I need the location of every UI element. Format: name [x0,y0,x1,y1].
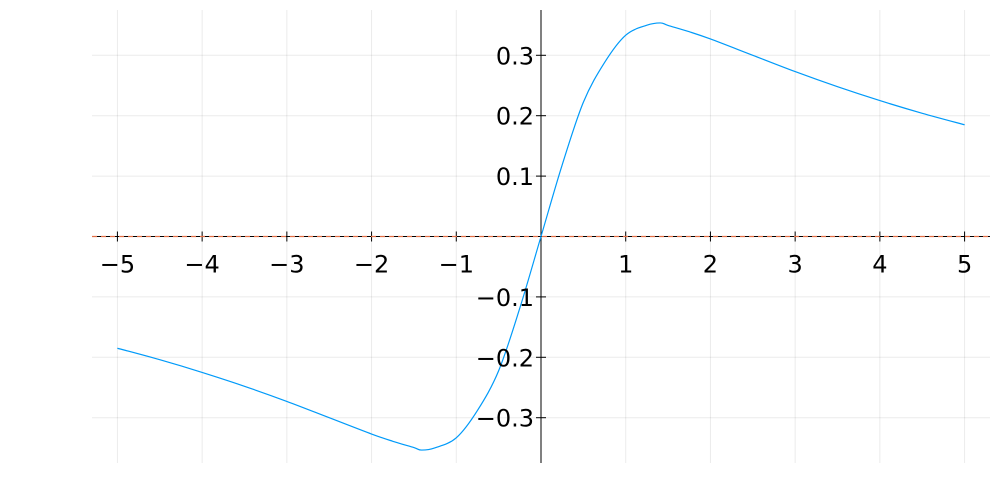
x-tick-label: −2 [354,251,389,279]
tick-labels: −5 −4 −3 −2 −1 1 2 3 4 5 0.3 0.2 0.1 −0.1 −0.2 −0.3 [100,42,973,432]
x-tick-label: −1 [439,251,474,279]
x-tick-label: −3 [269,251,304,279]
y-tick-label: 0.1 [496,163,534,191]
y-tick-label: 0.2 [496,103,534,131]
y-tick-label: 0.3 [496,42,534,70]
series-layer [92,22,990,451]
x-tick-label: −5 [100,251,135,279]
y-tick-label: −0.3 [476,405,534,433]
x-tick-label: −4 [184,251,219,279]
series-1-line [117,22,965,451]
y-tick-label: −0.1 [476,284,534,312]
x-tick-label: 1 [618,251,633,279]
x-tick-label: 5 [957,251,972,279]
x-tick-label: 2 [703,251,718,279]
y-tick-label: −0.2 [476,344,534,372]
x-tick-label: 3 [788,251,803,279]
x-tick-label: 4 [872,251,887,279]
